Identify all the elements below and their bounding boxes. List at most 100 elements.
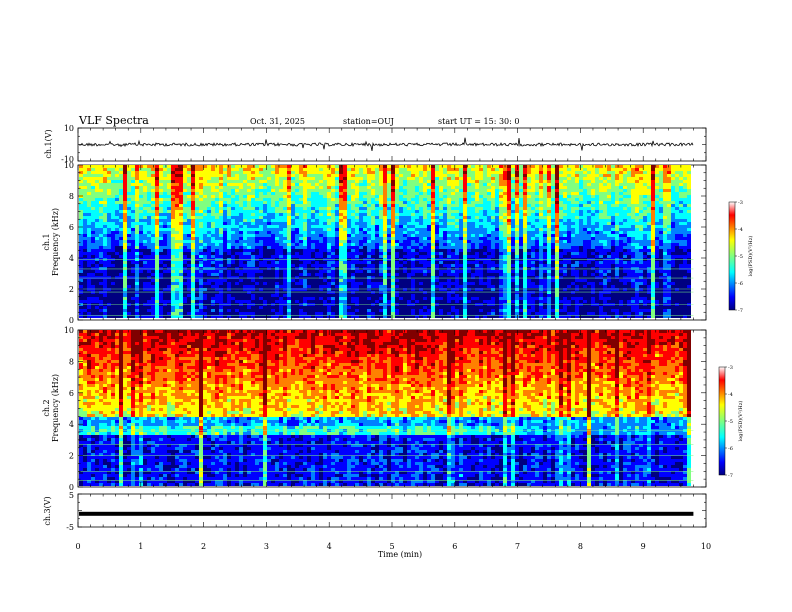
spectrogram-cell — [391, 186, 395, 189]
spectrogram-cell — [455, 300, 459, 303]
spectrogram-cell — [259, 231, 263, 234]
spectrogram-cell — [79, 282, 83, 285]
spectrogram-cell — [403, 237, 407, 240]
spectrogram-cell — [143, 246, 147, 249]
spectrogram-cell — [311, 252, 315, 255]
spectrogram-cell — [427, 180, 431, 183]
spectrogram-cell — [375, 168, 379, 171]
spectrogram-cell — [159, 195, 163, 198]
spectrogram-cell — [103, 312, 107, 315]
spectrogram-cell — [271, 285, 275, 288]
spectrogram-cell — [259, 201, 263, 204]
spectrogram-cell — [279, 186, 283, 189]
spectrogram-cell — [239, 210, 243, 213]
spectrogram-cell — [347, 174, 351, 177]
spectrogram-cell — [403, 198, 407, 201]
spectrogram-cell — [267, 264, 271, 267]
spectrogram-cell — [319, 255, 323, 258]
spectrogram-cell — [251, 183, 255, 186]
spectrogram-cell — [135, 309, 139, 312]
spectrogram-cell — [343, 276, 347, 279]
spectrogram-cell — [279, 264, 283, 267]
spectrogram-cell — [427, 222, 431, 225]
spectrogram-cell — [219, 183, 223, 186]
spectrogram-cell — [455, 228, 459, 231]
spectrogram-cell — [399, 273, 403, 276]
spectrogram-cell — [235, 255, 239, 258]
date-label: Oct. 31, 2025 — [250, 117, 305, 126]
spectrogram-cell — [427, 312, 431, 315]
spectrogram-cell — [179, 210, 183, 213]
spectrogram-cell — [187, 270, 191, 273]
spectrogram-cell — [135, 306, 139, 309]
spectrogram-cell — [143, 219, 147, 222]
spectrogram-cell — [423, 198, 427, 201]
spectrogram-cell — [79, 294, 83, 297]
spectrogram-cell — [339, 213, 343, 216]
spectrogram-cell — [339, 294, 343, 297]
spectrogram-cell — [403, 246, 407, 249]
spectrogram-cell — [303, 201, 307, 204]
spectrogram-cell — [419, 219, 423, 222]
spectrogram-cell — [423, 252, 427, 255]
spectrogram-cell — [339, 198, 343, 201]
spectrogram-cell — [159, 279, 163, 282]
spectrogram-cell — [379, 297, 383, 300]
spectrogram-cell — [215, 231, 219, 234]
spectrogram-cell — [375, 189, 379, 192]
spectrogram-cell — [359, 240, 363, 243]
spectrogram-cell — [439, 186, 443, 189]
spectrogram-cell — [235, 285, 239, 288]
spectrogram-cell — [195, 288, 199, 291]
spectrogram-cell — [443, 168, 447, 171]
spectrogram-cell — [415, 192, 419, 195]
spectrogram-cell — [287, 171, 291, 174]
spectrogram-cell — [191, 204, 195, 207]
spectrogram-cell — [407, 225, 411, 228]
spectrogram-cell — [259, 252, 263, 255]
spectrogram-cell — [355, 219, 359, 222]
spectrogram-cell — [187, 216, 191, 219]
spectrogram-cell — [243, 261, 247, 264]
spectrogram-cell — [399, 168, 403, 171]
spectrogram-cell — [419, 177, 423, 180]
spectrogram-cell — [215, 213, 219, 216]
spectrogram-cell — [271, 195, 275, 198]
spectrogram-cell — [391, 189, 395, 192]
spectrogram-cell — [259, 195, 263, 198]
spectrogram-cell — [267, 207, 271, 210]
spectrogram-cell — [355, 267, 359, 270]
spectrogram-cell — [95, 195, 99, 198]
spectrogram-cell — [459, 219, 463, 222]
spectrogram-cell — [403, 270, 407, 273]
spectrogram-cell — [83, 222, 87, 225]
spectrogram-cell — [279, 276, 283, 279]
spectrogram-cell — [411, 174, 415, 177]
spectrogram-cell — [271, 222, 275, 225]
spectrogram-cell — [447, 279, 451, 282]
spectrogram-cell — [175, 204, 179, 207]
spectrogram-cell — [283, 249, 287, 252]
spectrogram-cell — [439, 198, 443, 201]
spectrogram-cell — [439, 306, 443, 309]
spectrogram-cell — [423, 216, 427, 219]
spectrogram-cell — [87, 300, 91, 303]
spectrogram-cell — [107, 192, 111, 195]
spectrogram-cell — [403, 210, 407, 213]
spectrogram-cell — [119, 270, 123, 273]
spectrogram-cell — [427, 309, 431, 312]
spectrogram-cell — [451, 201, 455, 204]
spectrogram-cell — [219, 249, 223, 252]
spectrogram-cell — [435, 171, 439, 174]
spectrogram-cell — [115, 246, 119, 249]
spectrogram-cell — [239, 285, 243, 288]
spectrogram-cell — [343, 309, 347, 312]
spectrogram-cell — [279, 285, 283, 288]
spectrogram-cell — [427, 201, 431, 204]
spectrogram-cell — [199, 177, 203, 180]
spectrogram-cell — [183, 165, 187, 168]
spectrogram-cell — [411, 255, 415, 258]
spectrogram-cell — [263, 294, 267, 297]
spectrogram-cell — [347, 264, 351, 267]
spectrogram-cell — [319, 234, 323, 237]
